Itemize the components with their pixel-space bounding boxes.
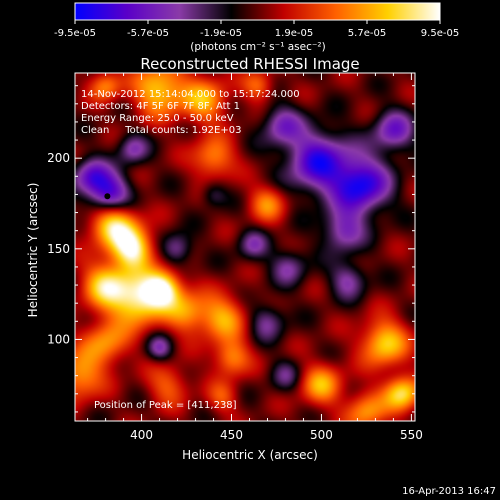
- annotation-energy-range: Energy Range: 25.0 - 50.0 keV: [81, 113, 234, 124]
- annotation-detectors: Detectors: 4F 5F 6F 7F 8F, Att 1: [81, 101, 240, 112]
- annotation-total-counts: Clean Total counts: 1.92E+03: [81, 125, 241, 136]
- colorbar: [74, 2, 441, 21]
- heatmap-image: [75, 73, 415, 421]
- colorbar-tick-label: -9.5e-05: [54, 28, 96, 39]
- y-axis-label: Heliocentric Y (arcsec): [26, 183, 40, 318]
- y-tick-label: 200: [47, 151, 70, 165]
- x-tick-label: 400: [130, 428, 153, 442]
- x-tick-label: 450: [220, 428, 243, 442]
- colorbar-tick-label: 9.5e-05: [421, 28, 459, 39]
- x-axis-label: Heliocentric X (arcsec): [182, 448, 318, 462]
- chart-title: Reconstructed RHESSI Image: [140, 55, 359, 73]
- y-tick-label: 150: [47, 242, 70, 256]
- annotation-time-range: 14-Nov-2012 15:14:04.000 to 15:17:24.000: [81, 89, 300, 100]
- y-tick-label: 100: [47, 332, 70, 346]
- plot-annotations: 14-Nov-2012 15:14:04.000 to 15:17:24.000…: [81, 89, 300, 411]
- colorbar-tick-label: -1.9e-05: [200, 28, 242, 39]
- timestamp: 16-Apr-2013 16:47: [402, 486, 496, 497]
- annotation-peak-position: Position of Peak = [411,238]: [94, 400, 237, 411]
- x-tick-label: 500: [310, 428, 333, 442]
- colorbar-tick-label: 5.7e-05: [348, 28, 386, 39]
- colorbar-ticks: [74, 20, 441, 24]
- x-tick-label: 550: [400, 428, 423, 442]
- y-axis-ticks: 100 150 200: [47, 85, 415, 413]
- colorbar-tick-label: -5.7e-05: [127, 28, 169, 39]
- colorbar-tick-labels: -9.5e-05 -5.7e-05 -1.9e-05 1.9e-05 5.7e-05 9.…: [54, 28, 459, 39]
- colorbar-tick-label: 1.9e-05: [275, 28, 313, 39]
- x-axis-ticks: 400 450 500 550: [87, 73, 423, 442]
- plot-frame: [74, 72, 416, 422]
- peak-marker: [104, 193, 111, 200]
- colorbar-unit-label: (photons cm⁻² s⁻¹ asec⁻²): [190, 41, 325, 53]
